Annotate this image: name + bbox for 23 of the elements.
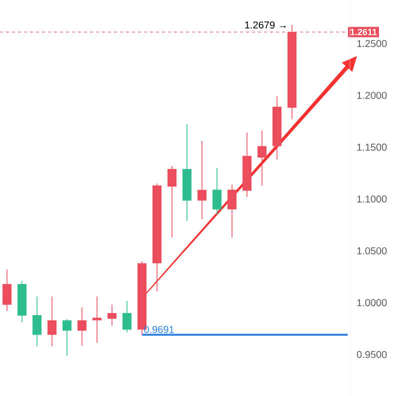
y-tick-label: 1.0500 <box>357 247 387 254</box>
candlestick <box>92 296 102 344</box>
candlestick <box>78 306 87 346</box>
y-tick-label: 1.2500 <box>357 40 387 48</box>
y-tick-label: 1.1500 <box>357 144 387 151</box>
ref-line-label: 1.2611 <box>350 28 377 36</box>
y-tick-label: 1.1000 <box>357 195 387 203</box>
candlestick <box>48 296 57 347</box>
y-tick-label: 1.0000 <box>357 299 387 306</box>
candlestick <box>228 184 237 238</box>
candlestick <box>168 165 177 238</box>
candlestick <box>2 269 12 312</box>
candlestick <box>258 130 266 186</box>
y-tick-label: 1.2000 <box>357 92 387 99</box>
candlestick <box>122 300 132 333</box>
candlestick <box>32 296 42 347</box>
candlestick <box>108 304 117 326</box>
candlestick <box>62 318 72 356</box>
candlestick <box>212 168 222 215</box>
ref-line-label: 0.9691 <box>144 326 174 334</box>
annotation: 1.2679 → <box>245 21 286 29</box>
y-tick-label: 0.9500 <box>356 350 387 358</box>
candlestick <box>198 140 206 220</box>
